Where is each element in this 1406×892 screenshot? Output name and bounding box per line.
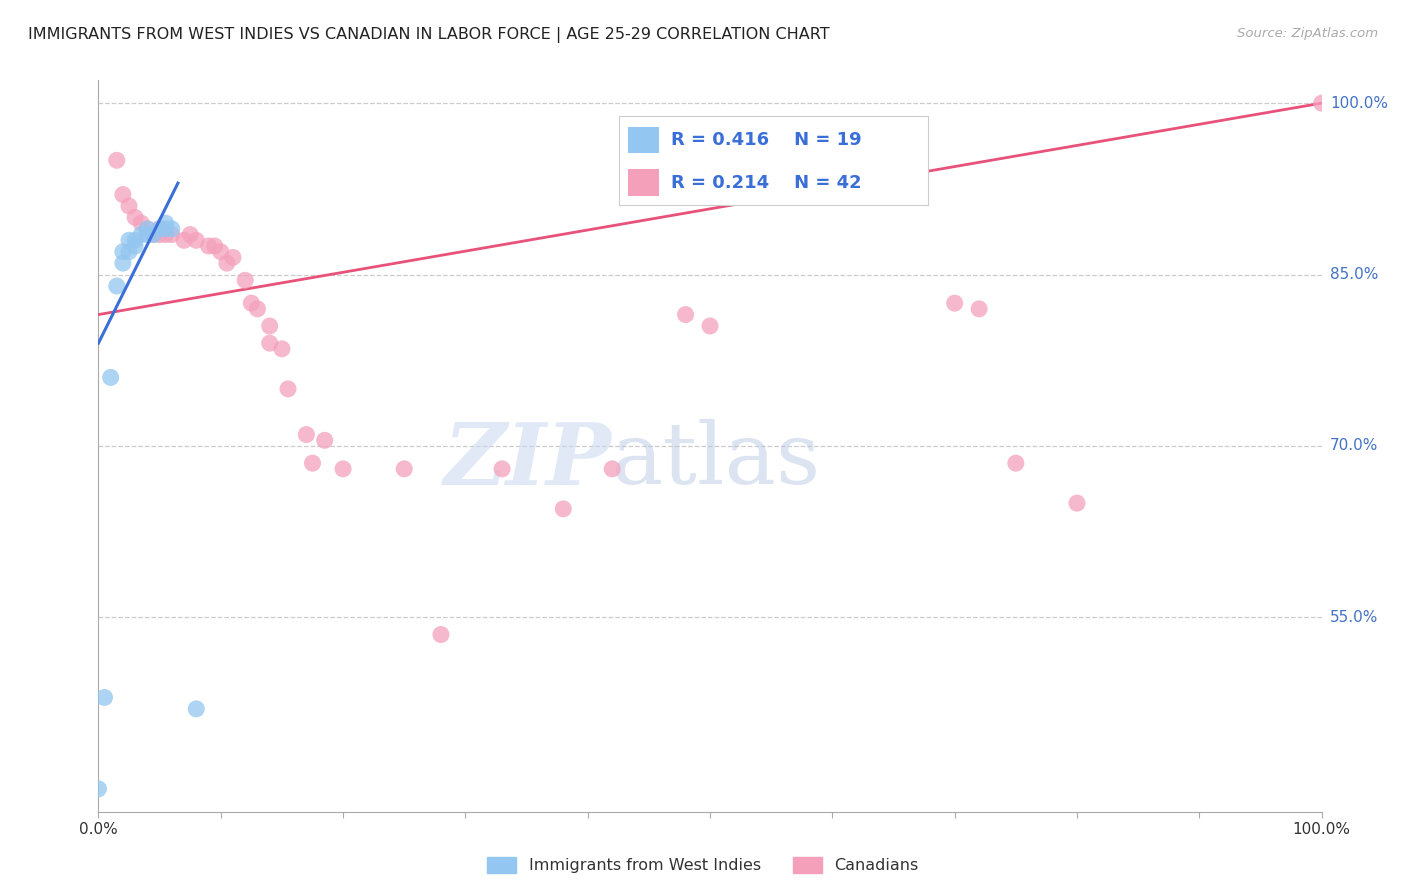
- Point: [1066, 496, 1088, 510]
- Point: [259, 336, 281, 351]
- Text: atlas: atlas: [612, 419, 821, 502]
- FancyBboxPatch shape: [628, 127, 659, 153]
- Point: [209, 244, 232, 259]
- Point: [142, 227, 165, 242]
- Point: [160, 227, 183, 242]
- Point: [600, 462, 623, 476]
- Point: [301, 456, 323, 470]
- Point: [149, 222, 172, 236]
- Text: 85.0%: 85.0%: [1330, 267, 1378, 282]
- Text: 70.0%: 70.0%: [1330, 439, 1378, 453]
- Point: [111, 244, 134, 259]
- Point: [124, 211, 146, 225]
- Point: [155, 222, 177, 236]
- Point: [233, 273, 256, 287]
- Point: [240, 296, 263, 310]
- Point: [186, 702, 208, 716]
- Point: [93, 690, 115, 705]
- Point: [204, 239, 226, 253]
- Text: R = 0.416    N = 19: R = 0.416 N = 19: [671, 131, 862, 149]
- Point: [136, 222, 159, 236]
- Point: [118, 244, 141, 259]
- Point: [259, 318, 281, 333]
- Point: [155, 216, 177, 230]
- Point: [675, 308, 697, 322]
- Point: [111, 187, 134, 202]
- Point: [142, 227, 165, 242]
- Point: [1310, 96, 1333, 111]
- Point: [430, 627, 453, 641]
- Point: [149, 227, 172, 242]
- Point: [155, 227, 177, 242]
- Point: [160, 222, 183, 236]
- Point: [491, 462, 513, 476]
- Point: [105, 153, 128, 168]
- Text: 100.0%: 100.0%: [1330, 95, 1388, 111]
- Point: [118, 199, 141, 213]
- Point: [124, 233, 146, 247]
- Point: [149, 222, 172, 236]
- Text: ZIP: ZIP: [444, 419, 612, 502]
- Point: [129, 227, 152, 242]
- Point: [270, 342, 294, 356]
- Point: [699, 318, 721, 333]
- Point: [246, 301, 269, 316]
- Point: [314, 434, 336, 448]
- Point: [967, 301, 990, 316]
- Point: [1004, 456, 1026, 470]
- Point: [197, 239, 219, 253]
- Point: [118, 233, 141, 247]
- Point: [100, 370, 122, 384]
- Point: [215, 256, 238, 270]
- Point: [173, 233, 195, 247]
- Text: IMMIGRANTS FROM WEST INDIES VS CANADIAN IN LABOR FORCE | AGE 25-29 CORRELATION C: IMMIGRANTS FROM WEST INDIES VS CANADIAN …: [28, 27, 830, 43]
- Text: R = 0.214    N = 42: R = 0.214 N = 42: [671, 174, 862, 192]
- Point: [392, 462, 416, 476]
- Point: [222, 251, 245, 265]
- Point: [332, 462, 354, 476]
- Point: [105, 279, 128, 293]
- Point: [136, 222, 159, 236]
- Legend: Immigrants from West Indies, Canadians: Immigrants from West Indies, Canadians: [481, 850, 925, 880]
- Point: [111, 256, 134, 270]
- Text: Source: ZipAtlas.com: Source: ZipAtlas.com: [1237, 27, 1378, 40]
- Point: [87, 781, 110, 796]
- Point: [179, 227, 201, 242]
- Point: [943, 296, 966, 310]
- Point: [186, 233, 208, 247]
- Point: [124, 239, 146, 253]
- Point: [277, 382, 299, 396]
- Point: [295, 427, 318, 442]
- Point: [553, 501, 575, 516]
- Text: 55.0%: 55.0%: [1330, 610, 1378, 625]
- Point: [136, 227, 159, 242]
- FancyBboxPatch shape: [628, 169, 659, 196]
- Point: [129, 216, 152, 230]
